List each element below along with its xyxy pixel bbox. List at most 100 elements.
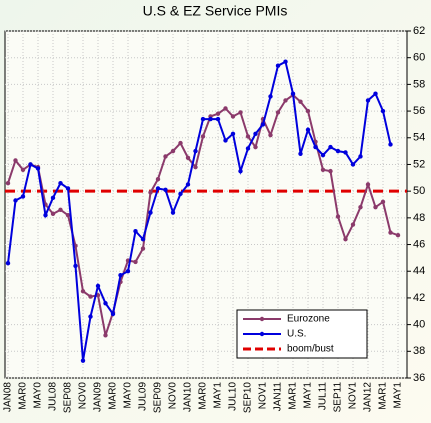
legend-label: boom/bust bbox=[287, 344, 334, 355]
x-tick-label: SEP11 bbox=[333, 382, 344, 413]
point bbox=[380, 108, 386, 114]
y-tick-label: 40 bbox=[413, 319, 425, 331]
point bbox=[238, 168, 243, 174]
point bbox=[275, 63, 281, 68]
point bbox=[268, 94, 273, 99]
legend-label: Eurozone bbox=[287, 314, 330, 325]
point bbox=[148, 190, 153, 195]
point bbox=[155, 176, 161, 182]
point bbox=[103, 333, 108, 338]
point bbox=[28, 162, 33, 167]
y-tick-label: 48 bbox=[413, 212, 425, 224]
point bbox=[163, 187, 168, 193]
point bbox=[5, 180, 11, 186]
point bbox=[58, 180, 63, 186]
x-tick-label: NOV1 bbox=[348, 382, 359, 410]
y-tick-label: 60 bbox=[413, 52, 425, 64]
point bbox=[388, 142, 393, 147]
x-tick-label: SEP08 bbox=[63, 382, 74, 414]
y-tick-label: 46 bbox=[413, 238, 425, 250]
y-tick-label: 50 bbox=[413, 185, 425, 197]
point bbox=[148, 210, 153, 215]
x-tick-label: SEP10 bbox=[243, 382, 254, 414]
point bbox=[208, 116, 213, 122]
point bbox=[58, 207, 63, 213]
y-tick-label: 56 bbox=[413, 105, 425, 117]
point bbox=[343, 237, 348, 242]
x-tick-label: JAN08 bbox=[3, 382, 14, 412]
point bbox=[133, 228, 138, 234]
point bbox=[230, 114, 236, 119]
point bbox=[5, 261, 11, 266]
point bbox=[110, 311, 116, 317]
point bbox=[73, 263, 78, 269]
point bbox=[380, 199, 386, 205]
point bbox=[118, 273, 123, 278]
x-tick-label: JUL11 bbox=[318, 382, 329, 411]
point bbox=[335, 214, 341, 219]
point bbox=[365, 182, 371, 187]
point bbox=[140, 246, 146, 251]
point bbox=[373, 204, 378, 210]
point bbox=[193, 164, 198, 170]
point bbox=[223, 106, 228, 111]
x-tick-label: NOV0 bbox=[78, 382, 89, 410]
point bbox=[200, 134, 206, 139]
x-tick-label: MAY1 bbox=[393, 382, 404, 409]
point bbox=[328, 144, 333, 150]
x-tick-label: JUL09 bbox=[138, 382, 149, 411]
point bbox=[133, 259, 138, 265]
y-tick-label: 54 bbox=[413, 132, 425, 144]
legend-marker bbox=[259, 316, 265, 322]
point bbox=[283, 59, 288, 64]
point bbox=[88, 294, 93, 299]
x-tick-label: NOV0 bbox=[168, 382, 179, 410]
point bbox=[13, 158, 18, 163]
point bbox=[335, 148, 341, 154]
point bbox=[223, 138, 228, 143]
x-tick-label: MAR1 bbox=[378, 382, 389, 410]
point bbox=[305, 108, 311, 114]
point bbox=[253, 131, 258, 136]
point bbox=[238, 110, 243, 115]
point bbox=[178, 191, 183, 197]
point bbox=[260, 122, 266, 127]
point bbox=[155, 186, 161, 191]
point bbox=[245, 134, 251, 139]
y-tick-label: 44 bbox=[413, 265, 425, 277]
point bbox=[13, 198, 18, 203]
x-tick-label: MAY0 bbox=[33, 382, 44, 409]
x-tick-label: MAR0 bbox=[198, 382, 209, 410]
point bbox=[350, 222, 356, 227]
point bbox=[170, 148, 176, 154]
point bbox=[65, 186, 71, 191]
point bbox=[305, 127, 311, 132]
point bbox=[320, 167, 326, 172]
point bbox=[268, 132, 273, 138]
point bbox=[95, 283, 101, 289]
point bbox=[245, 146, 251, 151]
chart-title: U.S & EZ Service PMIs bbox=[143, 3, 288, 19]
x-tick-label: JUL08 bbox=[48, 382, 59, 411]
x-tick-label: JAN10 bbox=[183, 382, 194, 412]
y-tick-label: 42 bbox=[413, 292, 425, 304]
point bbox=[20, 167, 26, 172]
x-tick-label: MAR0 bbox=[108, 382, 119, 410]
point bbox=[290, 91, 296, 96]
legend-marker bbox=[259, 331, 265, 337]
point bbox=[20, 194, 26, 199]
point bbox=[313, 144, 318, 150]
y-tick-label: 36 bbox=[413, 372, 425, 384]
x-tick-label: JAN09 bbox=[93, 382, 104, 412]
x-tick-label: MAR1 bbox=[288, 382, 299, 410]
y-tick-label: 38 bbox=[413, 345, 425, 357]
point bbox=[365, 98, 371, 103]
point bbox=[125, 269, 131, 274]
point bbox=[185, 155, 191, 160]
x-tick-label: MAR0 bbox=[18, 382, 29, 410]
point bbox=[103, 301, 108, 306]
point bbox=[358, 154, 363, 159]
point bbox=[35, 166, 41, 171]
point bbox=[200, 116, 206, 122]
point bbox=[328, 168, 333, 174]
